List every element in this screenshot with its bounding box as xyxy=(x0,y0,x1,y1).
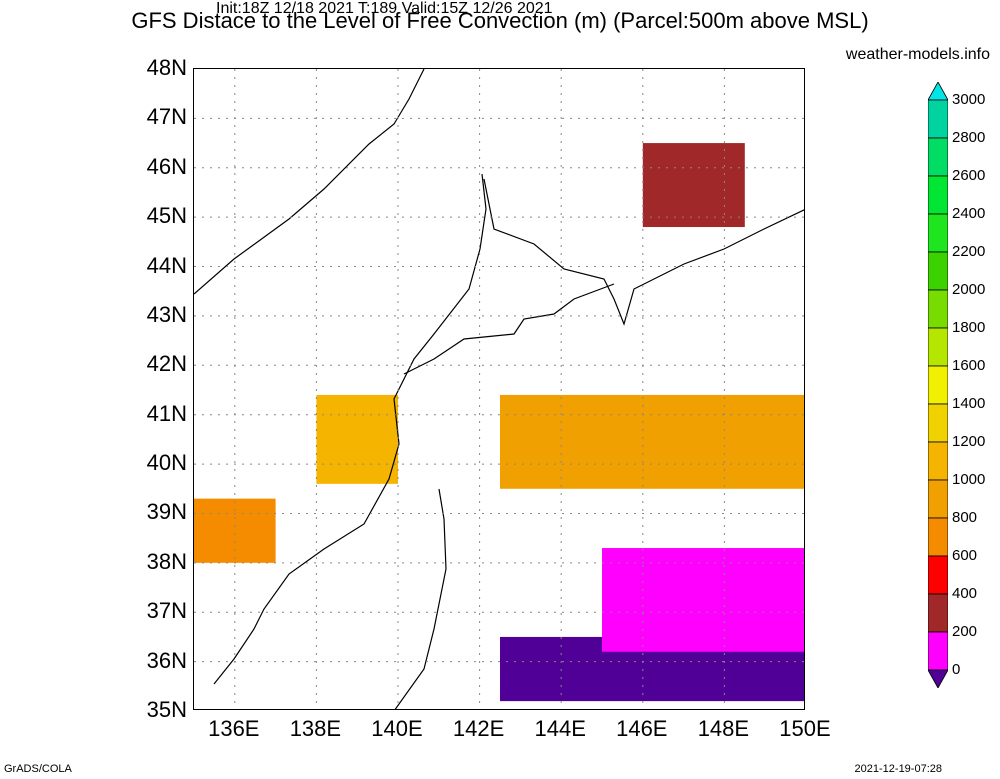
colorbar-label: 1200 xyxy=(952,433,986,450)
colorbar-label: 800 xyxy=(952,509,978,526)
colorbar xyxy=(928,82,948,688)
colorbar-label: 400 xyxy=(952,585,978,602)
colorbar-top-triangle xyxy=(928,82,948,101)
colorbar-swatch xyxy=(928,213,948,253)
colorbar-label: 2200 xyxy=(952,243,986,260)
chart-title: GFS Distace to the Level of Free Convect… xyxy=(131,8,869,33)
colorbar-swatch xyxy=(928,441,948,481)
map-svg xyxy=(194,69,804,709)
field-region-pacific-band xyxy=(500,394,804,489)
lat-label: 47N xyxy=(146,104,187,130)
colorbar-swatch xyxy=(928,251,948,291)
colorbar-label: 2800 xyxy=(952,129,986,146)
colorbar-swatch xyxy=(928,365,948,405)
colorbar-label: 2400 xyxy=(952,205,986,222)
lat-label: 42N xyxy=(146,351,187,377)
lat-label: 38N xyxy=(146,548,187,574)
colorbar-swatch xyxy=(928,403,948,443)
lon-label: 148E xyxy=(697,716,750,741)
colorbar-label: 600 xyxy=(952,547,978,564)
colorbar-label: 1600 xyxy=(952,357,986,374)
colorbar-bottom-triangle xyxy=(928,669,948,688)
footer-grads: GrADS/COLA xyxy=(4,763,72,775)
lon-label: 136E xyxy=(208,716,260,741)
colorbar-swatch xyxy=(928,517,948,557)
lat-label: 43N xyxy=(146,301,187,327)
coastline-5 xyxy=(403,283,615,375)
coastline-1 xyxy=(194,69,425,295)
colorbar-label: 1400 xyxy=(952,395,986,412)
colorbar-label: 1800 xyxy=(952,319,986,336)
colorbar-swatch xyxy=(928,479,948,519)
field-region-sea-of-japan-band xyxy=(316,394,398,484)
lat-label: 39N xyxy=(146,499,187,525)
site-credit: weather-models.info xyxy=(845,46,990,63)
lon-label: 146E xyxy=(616,716,668,741)
init-valid-text: Init:18Z 12/18 2021 T:189 Valid:15Z 12/2… xyxy=(216,0,553,17)
colorbar-swatch xyxy=(928,137,948,177)
field-region-south-east-mid xyxy=(602,548,804,652)
colorbar-swatch xyxy=(928,593,948,633)
lat-label: 45N xyxy=(146,203,187,229)
coastline-2 xyxy=(213,173,487,685)
colorbar-swatch xyxy=(928,289,948,329)
lon-label: 142E xyxy=(452,716,505,741)
lat-label: 40N xyxy=(146,450,187,476)
lat-label: 37N xyxy=(146,598,187,624)
lat-label: 35N xyxy=(146,697,187,722)
lon-label: 140E xyxy=(371,716,423,741)
lat-label: 46N xyxy=(146,153,187,179)
lat-label: 48N xyxy=(146,55,187,80)
colorbar-swatch xyxy=(928,555,948,595)
lon-label: 138E xyxy=(289,716,342,741)
colorbar-label: 0 xyxy=(952,661,961,678)
colorbar-swatch xyxy=(928,631,948,671)
colorbar-swatch xyxy=(928,327,948,367)
colorbar-label: 2600 xyxy=(952,167,986,184)
colorbar-label: 3000 xyxy=(952,91,986,108)
colorbar-label: 2000 xyxy=(952,281,986,298)
lon-label: 150E xyxy=(779,716,831,741)
lat-label: 41N xyxy=(146,400,187,426)
coastline-4 xyxy=(483,178,804,326)
coastline-3 xyxy=(394,488,447,709)
lat-label: 44N xyxy=(146,252,187,278)
lon-label: 144E xyxy=(534,716,586,741)
footer-timestamp: 2021-12-19-07:28 xyxy=(854,763,942,775)
colorbar-swatch xyxy=(928,175,948,215)
map-panel xyxy=(193,68,805,710)
colorbar-label: 1000 xyxy=(952,471,986,488)
colorbar-label: 200 xyxy=(952,623,978,640)
field-region-kuril-north xyxy=(642,143,745,228)
colorbar-swatch xyxy=(928,99,948,139)
lat-label: 36N xyxy=(146,647,187,673)
field-region-west-coast xyxy=(194,498,276,563)
